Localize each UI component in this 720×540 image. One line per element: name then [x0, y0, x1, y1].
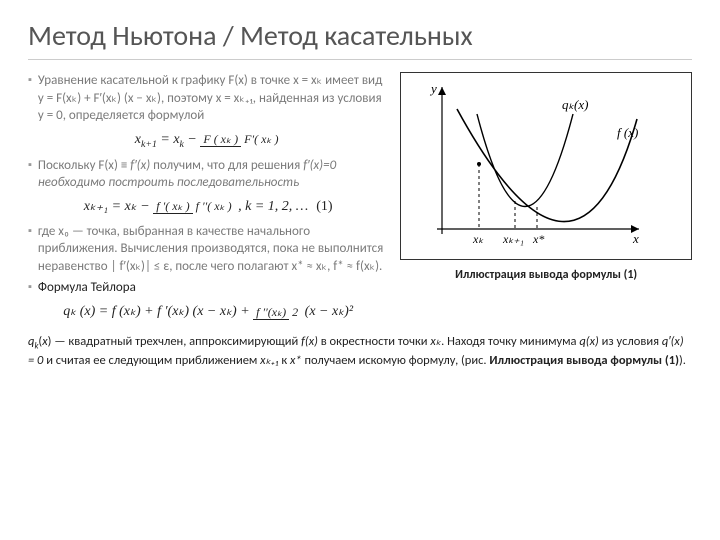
paragraph-1: Уравнение касательной к графику F(x) в т…	[38, 72, 388, 125]
slide-title: Метод Ньютона / Метод касательных	[28, 18, 692, 60]
text-column: ▪ Уравнение касательной к графику F(x) в…	[28, 72, 388, 328]
footer-paragraph: qk(x) — квадратный трехчлен, аппроксимир…	[28, 334, 692, 370]
paragraph-2: Поскольку F(x) ≡ f′(x) получим, что для …	[38, 157, 388, 192]
equation-number: (1)	[316, 198, 332, 217]
paragraph-3: где x₀ — точка, выбранная в качестве нач…	[38, 223, 388, 276]
bullet-icon: ▪	[28, 223, 32, 276]
svg-text:y: y	[429, 81, 437, 96]
svg-text:qₖ(x): qₖ(x)	[562, 97, 588, 112]
bullet-icon: ▪	[28, 279, 32, 297]
svg-text:f (x): f (x)	[617, 125, 638, 140]
taylor-label: Формула Тейлора	[38, 279, 136, 297]
svg-text:x: x	[632, 231, 639, 246]
svg-text:xₖ: xₖ	[472, 232, 484, 246]
svg-text:x*: x*	[532, 232, 544, 246]
illustration-graph: y x f (x) qₖ(x) xₖ xₖ₊₁	[400, 72, 692, 260]
svg-text:xₖ₊₁: xₖ₊₁	[502, 232, 524, 246]
bullet-icon: ▪	[28, 72, 32, 125]
formula-1: xₖ₊₁ = xₖ − f ′( xₖ )f ′′( xₖ ) , k = 1,…	[28, 198, 388, 217]
bullet-icon: ▪	[28, 157, 32, 192]
taylor-formula: qₖ (x) = f (xₖ) + f ′(xₖ) (x − xₖ) + f ′…	[28, 303, 388, 322]
graph-caption: Иллюстрация вывода формулы (1)	[400, 268, 692, 282]
main-formula: xk+1 = xk − F ( xₖ )F′( xₖ )	[28, 131, 388, 151]
